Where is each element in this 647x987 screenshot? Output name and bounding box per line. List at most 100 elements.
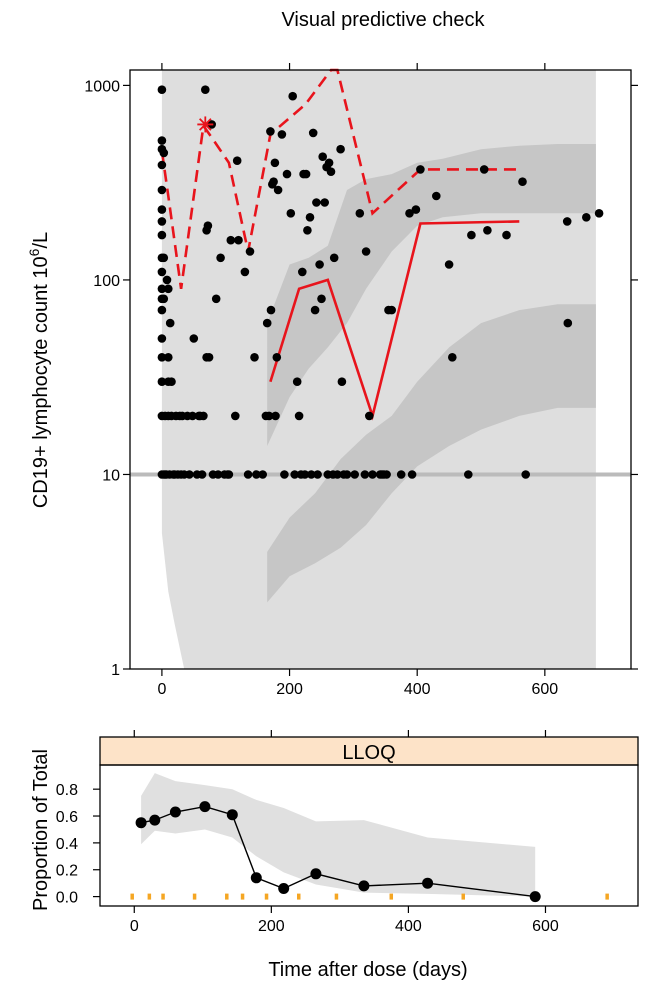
observed-point <box>188 411 197 421</box>
bottom-plot-frame <box>99 764 639 907</box>
observed-point <box>315 260 324 269</box>
observed-point <box>361 247 371 256</box>
observed-point <box>159 253 169 263</box>
observed-point <box>368 470 377 479</box>
observed-point <box>324 158 334 168</box>
observed-point <box>329 253 339 263</box>
observed-point <box>448 353 457 362</box>
observed-point <box>416 165 425 174</box>
observed-point <box>326 167 336 176</box>
observed-point <box>216 253 225 263</box>
observed-point <box>562 217 572 226</box>
bottom-x-tick-label: 0 <box>130 918 139 935</box>
observed-point <box>157 85 167 94</box>
upper-percentile-line <box>160 68 520 289</box>
observed-point <box>280 470 289 479</box>
bottom-y-tick-label: 0.4 <box>56 836 78 853</box>
observed-point <box>266 305 276 315</box>
observed-point <box>270 158 280 168</box>
observed-point <box>292 377 302 387</box>
observed-point <box>563 318 573 328</box>
lloq-proportion-point <box>529 891 541 903</box>
observed-point <box>204 353 214 362</box>
bottom-panel: LLOQ 0 200 400 600 0.0 0.2 0.4 0.6 0.8 Proportio… <box>30 730 639 981</box>
observed-point <box>301 169 311 179</box>
observed-point <box>405 209 414 218</box>
observed-point <box>337 377 347 387</box>
observed-point <box>298 267 307 277</box>
top-plot-frame <box>129 69 632 670</box>
bottom-x-tick-label: 400 <box>395 918 422 935</box>
observed-point <box>318 152 328 161</box>
x-axis-title: Time after dose (days) <box>268 959 467 981</box>
bottom-y-axis-title: Proportion of Total <box>30 749 52 911</box>
observed-point <box>157 160 167 170</box>
bottom-y-tick-label: 0.2 <box>56 863 78 880</box>
y-tick-label: 1 <box>111 662 120 679</box>
observed-point <box>252 470 261 479</box>
median-percentile-line <box>269 220 520 421</box>
observed-point <box>197 470 207 479</box>
x-tick-label: 200 <box>276 681 303 698</box>
observed-point <box>467 230 476 240</box>
observed-point <box>164 353 173 362</box>
observed-point <box>282 169 292 179</box>
y-axis-title-sup: 6 <box>26 248 42 256</box>
lloq-proportion-point <box>169 806 181 818</box>
observed-point <box>157 185 167 195</box>
observed-point <box>234 235 243 245</box>
observed-point <box>157 284 167 294</box>
x-tick-label: 600 <box>531 681 558 698</box>
observed-points <box>157 85 604 479</box>
bottom-x-tick-label: 600 <box>532 918 559 935</box>
top-axes: 0 200 400 600 1 10 100 1000 <box>84 63 638 698</box>
observed-point <box>464 470 473 479</box>
observed-point <box>157 377 167 387</box>
observed-point <box>243 470 253 479</box>
observed-point <box>396 470 406 479</box>
percentile-lines <box>160 68 520 421</box>
observed-point <box>273 185 283 195</box>
bottom-axes: 0 200 400 600 0.0 0.2 0.4 0.6 0.8 <box>56 730 559 935</box>
observed-point <box>333 470 342 479</box>
observed-point <box>167 377 176 387</box>
bottom-y-tick-label: 0.0 <box>56 890 78 907</box>
observed-point <box>266 127 275 136</box>
observed-point <box>189 334 199 343</box>
observed-point <box>594 209 604 218</box>
observed-point <box>157 353 167 362</box>
inner-prediction-band-0 <box>267 144 596 446</box>
observed-point <box>157 267 167 277</box>
observed-point <box>432 191 441 201</box>
observed-point <box>157 334 167 343</box>
observed-point <box>232 156 242 165</box>
observed-point <box>308 128 318 138</box>
observed-point <box>185 470 194 479</box>
observed-point <box>444 260 454 269</box>
y-axis-title: CD19+ lymphocyte count 106/L <box>26 232 52 508</box>
observed-point <box>502 230 511 240</box>
observed-point <box>250 353 259 362</box>
observed-point <box>300 470 310 479</box>
observed-point <box>518 177 527 186</box>
bottom-y-tick-label: 0.8 <box>56 782 78 799</box>
observed-point <box>286 209 296 218</box>
observed-point <box>350 470 360 479</box>
observed-point <box>355 209 365 218</box>
lloq-proportion-point <box>310 868 322 880</box>
observed-point <box>226 235 236 245</box>
lloq-band-polygon <box>141 773 536 897</box>
observed-point <box>245 247 255 256</box>
strip-label: LLOQ <box>342 742 395 764</box>
lloq-proportion-point <box>199 801 211 813</box>
lloq-proportion-point <box>226 809 238 821</box>
observed-point <box>305 213 315 222</box>
lloq-prediction-band <box>141 773 536 897</box>
observed-point <box>162 275 172 285</box>
observed-point <box>164 284 173 294</box>
lloq-proportion-point <box>278 883 290 894</box>
lloq-proportion-point <box>149 814 161 826</box>
outer-prediction-band <box>161 70 596 669</box>
observed-point <box>240 267 250 277</box>
